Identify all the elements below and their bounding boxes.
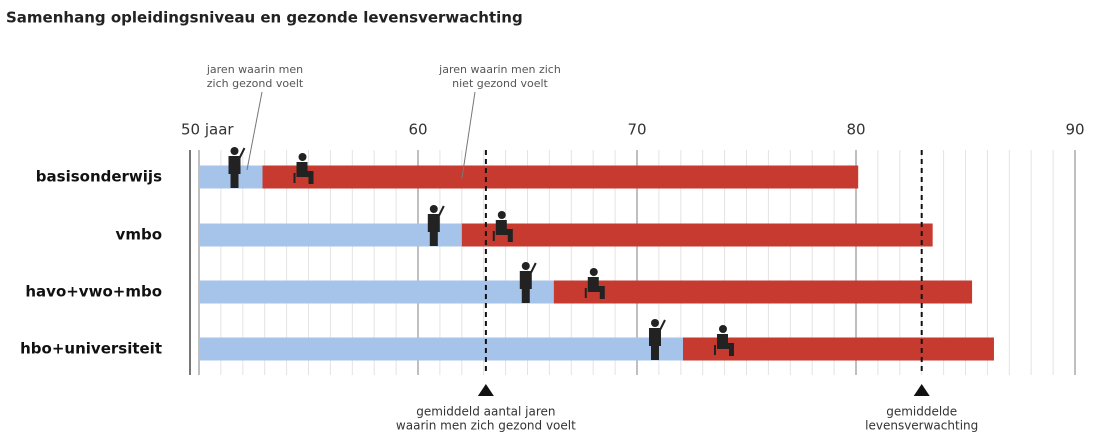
icon-head [298,153,307,161]
x-tick-label: 90 [1065,121,1084,139]
callout-line [461,91,476,179]
standing-figure-icon [519,262,537,303]
category-label: vmbo [116,226,162,244]
chart-title: Samenhang opleidingsniveau en gezonde le… [6,9,523,27]
icon-head [650,319,659,327]
icon-body [427,205,445,246]
icon-head [589,268,598,276]
icon-head [230,147,239,155]
reference-label: levensverwachting [865,419,978,433]
icon-body [584,277,605,299]
category-label: havo+vwo+mbo [25,283,162,301]
x-tick-label: 60 [408,121,427,139]
sitting-figure-icon [713,325,734,356]
icon-head [521,262,530,270]
bar-segment [682,337,994,361]
category-label: hbo+universiteit [20,340,162,358]
bar-segment [262,165,859,189]
x-tick-label: 70 [627,121,646,139]
sitting-figure-icon [492,211,513,242]
bar-segment [199,223,462,247]
icon-body [713,334,734,356]
series-callout: zich gezond voelt [207,77,304,90]
icon-body [648,319,666,360]
series-callout: jaren waarin men zich [438,63,561,76]
callout-line [246,91,263,171]
x-tick-label: 80 [846,121,865,139]
category-label: basisonderwijs [36,168,162,186]
standing-figure-icon [427,205,445,246]
reference-label: waarin men zich gezond voelt [396,419,576,433]
reference-label: gemiddelde [886,405,957,419]
reference-marker [913,384,930,396]
sitting-figure-icon [293,153,314,184]
icon-body [519,262,537,303]
reference-label: gemiddeld aantal jaren [416,405,555,419]
icon-head [429,205,438,213]
standing-figure-icon [228,147,246,188]
icon-head [497,211,506,219]
bar-segment [553,280,973,304]
icon-body [228,147,246,188]
x-tick-label: 50 jaar [181,121,234,139]
standing-figure-icon [648,319,666,360]
icon-body [293,162,314,184]
icon-body [492,220,513,242]
series-callout: niet gezond voelt [452,77,548,90]
bar-segment [461,223,933,247]
bar-segment [199,337,683,361]
series-callout: jaren waarin men [206,63,303,76]
icon-head [718,325,727,333]
bar-segment [199,280,554,304]
reference-marker [477,384,494,396]
sitting-figure-icon [584,268,605,299]
